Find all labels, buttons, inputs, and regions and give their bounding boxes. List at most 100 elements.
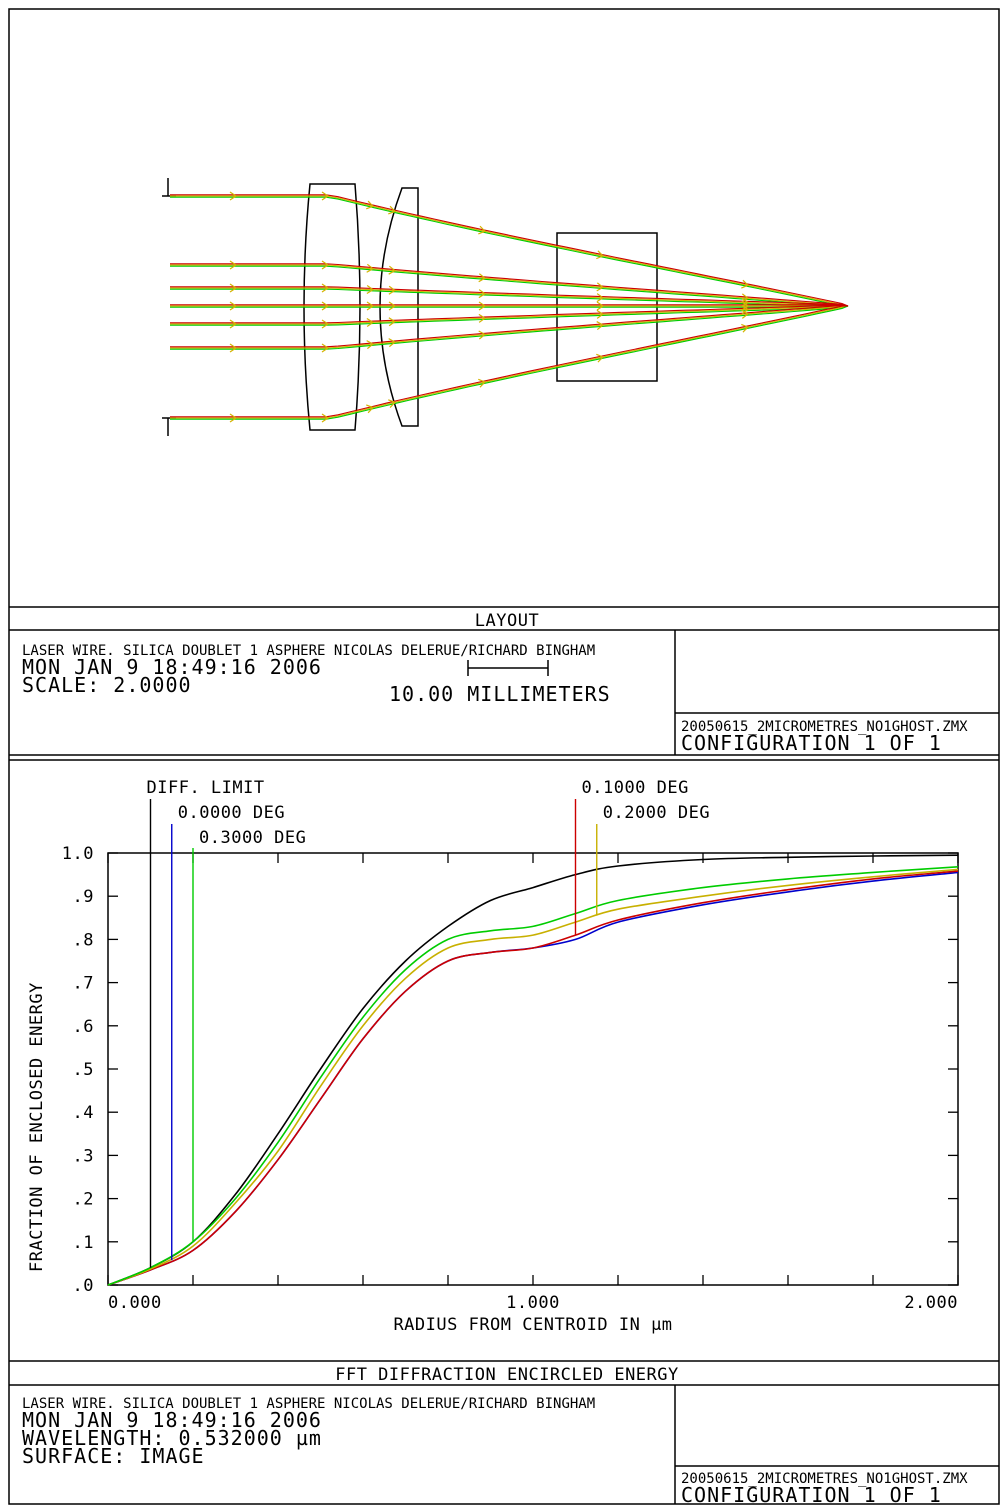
ray-4-0 bbox=[170, 305, 849, 325]
ray-arrow-2-1 bbox=[321, 283, 330, 293]
ray-5-2 bbox=[170, 304, 849, 348]
ray-4-1 bbox=[170, 305, 849, 326]
energy-info-block bbox=[9, 1360, 999, 1504]
ray-arrow-1-0 bbox=[229, 260, 238, 270]
axis-ticks bbox=[107, 852, 959, 1286]
ray-5-0 bbox=[170, 305, 849, 349]
y-tick-label-3: .3 bbox=[73, 1146, 94, 1166]
ray-arrow-5-5 bbox=[596, 321, 605, 331]
x-axis-label: RADIUS FROM CENTROID IN µm bbox=[393, 1315, 672, 1335]
ray-arrow-1-3 bbox=[388, 265, 397, 275]
ray-6-0 bbox=[170, 305, 849, 419]
layout-info-line2: MON JAN 9 18:49:16 2006 bbox=[22, 655, 322, 679]
ray-arrow-5-0 bbox=[229, 343, 238, 353]
ray-arrow-1-6 bbox=[741, 293, 750, 303]
plot-area bbox=[107, 852, 959, 1286]
ray-arrow-5-4 bbox=[478, 330, 487, 340]
y-tick-labels: .0 .1 .2 .3 .4 .5 .6 .7 .8 .9 1.0 bbox=[62, 844, 94, 1296]
curve-4 bbox=[107, 866, 959, 1286]
ray-arrow-2-0 bbox=[229, 283, 238, 293]
x-tick-label-0: 0.000 bbox=[108, 1293, 162, 1313]
ray-arrow-1-4 bbox=[478, 273, 487, 283]
ray-3-2 bbox=[170, 304, 849, 307]
layout-info-block bbox=[9, 606, 999, 761]
energy-config: CONFIGURATION 1 OF 1 bbox=[681, 1483, 942, 1505]
energy-info-line1: LASER WIRE. SILICA DOUBLET 1 ASPHERE NIC… bbox=[22, 1396, 595, 1412]
ray-arrow-1-5 bbox=[596, 282, 605, 292]
ray-2-0 bbox=[170, 287, 849, 307]
y-tick-label-10: 1.0 bbox=[62, 844, 94, 864]
ray-arrow-5-3 bbox=[388, 338, 397, 348]
y-tick-label-7: .7 bbox=[73, 974, 94, 994]
x-tick-label-1: 1.000 bbox=[506, 1293, 560, 1313]
ray-6-2 bbox=[170, 305, 849, 418]
ray-arrow-5-2 bbox=[366, 340, 375, 350]
legend-label-0: DIFF. LIMIT bbox=[147, 778, 265, 798]
ray-arrow-6-6 bbox=[741, 323, 750, 333]
energy-curves bbox=[107, 854, 959, 1286]
ray-arrow-3-2 bbox=[366, 301, 375, 311]
layout-panel bbox=[162, 178, 849, 436]
ray-arrow-6-3 bbox=[388, 399, 397, 408]
curve-3 bbox=[107, 868, 959, 1286]
ray-arrow-6-2 bbox=[366, 404, 375, 414]
ray-arrow-4-3 bbox=[388, 317, 397, 327]
ray-4-2 bbox=[170, 304, 849, 324]
ray-arrow-4-5 bbox=[596, 309, 605, 319]
ray-0-1 bbox=[170, 196, 849, 307]
layout-config: CONFIGURATION 1 OF 1 bbox=[681, 731, 942, 755]
ray-arrow-2-6 bbox=[741, 297, 750, 307]
ray-arrow-0-4 bbox=[478, 225, 487, 235]
ray-arrow-0-1 bbox=[321, 191, 330, 201]
ray-arrow-4-0 bbox=[229, 319, 238, 329]
ray-arrow-5-6 bbox=[741, 309, 750, 319]
ray-arrow-0-0 bbox=[229, 191, 238, 201]
scale-bar-label: 10.00 MILLIMETERS bbox=[389, 682, 611, 706]
curve-0 bbox=[107, 854, 959, 1286]
ray-arrow-0-2 bbox=[366, 200, 375, 210]
ray-arrow-5-1 bbox=[321, 343, 330, 353]
ray-3-1 bbox=[170, 305, 849, 308]
ray-arrow-2-4 bbox=[478, 289, 487, 299]
y-tick-label-6: .6 bbox=[73, 1017, 94, 1037]
ray-arrow-1-2 bbox=[366, 263, 375, 273]
y-tick-label-0: .0 bbox=[73, 1276, 94, 1296]
ray-1-1 bbox=[170, 265, 849, 308]
energy-info-line4: SURFACE: IMAGE bbox=[22, 1444, 205, 1468]
ray-arrow-3-4 bbox=[478, 301, 487, 311]
y-tick-label-9: .9 bbox=[73, 887, 94, 907]
ray-2-1 bbox=[170, 288, 849, 308]
ray-5-1 bbox=[170, 305, 849, 350]
ray-arrows bbox=[229, 191, 750, 423]
ray-1-2 bbox=[170, 263, 849, 307]
ray-arrow-0-5 bbox=[596, 250, 605, 260]
legend-label-2: 0.1000 DEG bbox=[582, 778, 689, 798]
ray-0-2 bbox=[170, 194, 849, 307]
ray-arrow-4-1 bbox=[321, 319, 330, 329]
ray-arrow-3-6 bbox=[741, 301, 750, 311]
ray-arrow-3-3 bbox=[388, 301, 397, 311]
ray-1-0 bbox=[170, 264, 849, 307]
layout-info-line1: LASER WIRE. SILICA DOUBLET 1 ASPHERE NIC… bbox=[22, 643, 595, 659]
ray-arrow-2-2 bbox=[366, 284, 375, 294]
ray-arrow-6-0 bbox=[229, 413, 238, 423]
ray-arrow-3-0 bbox=[229, 301, 238, 311]
ray-arrow-3-5 bbox=[596, 301, 605, 311]
ray-arrow-3-1 bbox=[321, 301, 330, 311]
ray-bundle bbox=[170, 194, 849, 420]
y-axis-label: FRACTION OF ENCLOSED ENERGY bbox=[27, 982, 47, 1272]
layout-title: LAYOUT bbox=[475, 611, 539, 631]
energy-info-line3: WAVELENGTH: 0.532000 µm bbox=[22, 1426, 322, 1450]
ray-arrow-0-3 bbox=[388, 205, 397, 215]
ray-2-2 bbox=[170, 286, 849, 307]
layout-file-name: 20050615_2MICROMETRES_NO1GHOST.ZMX bbox=[681, 719, 968, 735]
y-tick-label-8: .8 bbox=[73, 930, 94, 950]
legend-label-4: 0.3000 DEG bbox=[199, 828, 306, 848]
ray-6-1 bbox=[170, 305, 849, 420]
ray-0-0 bbox=[170, 195, 849, 307]
ray-arrow-6-1 bbox=[321, 413, 330, 423]
energy-title: FFT DIFFRACTION ENCIRCLED ENERGY bbox=[335, 1365, 679, 1385]
layout-info-line3: SCALE: 2.0000 bbox=[22, 673, 192, 697]
energy-info-line2: MON JAN 9 18:49:16 2006 bbox=[22, 1408, 322, 1432]
